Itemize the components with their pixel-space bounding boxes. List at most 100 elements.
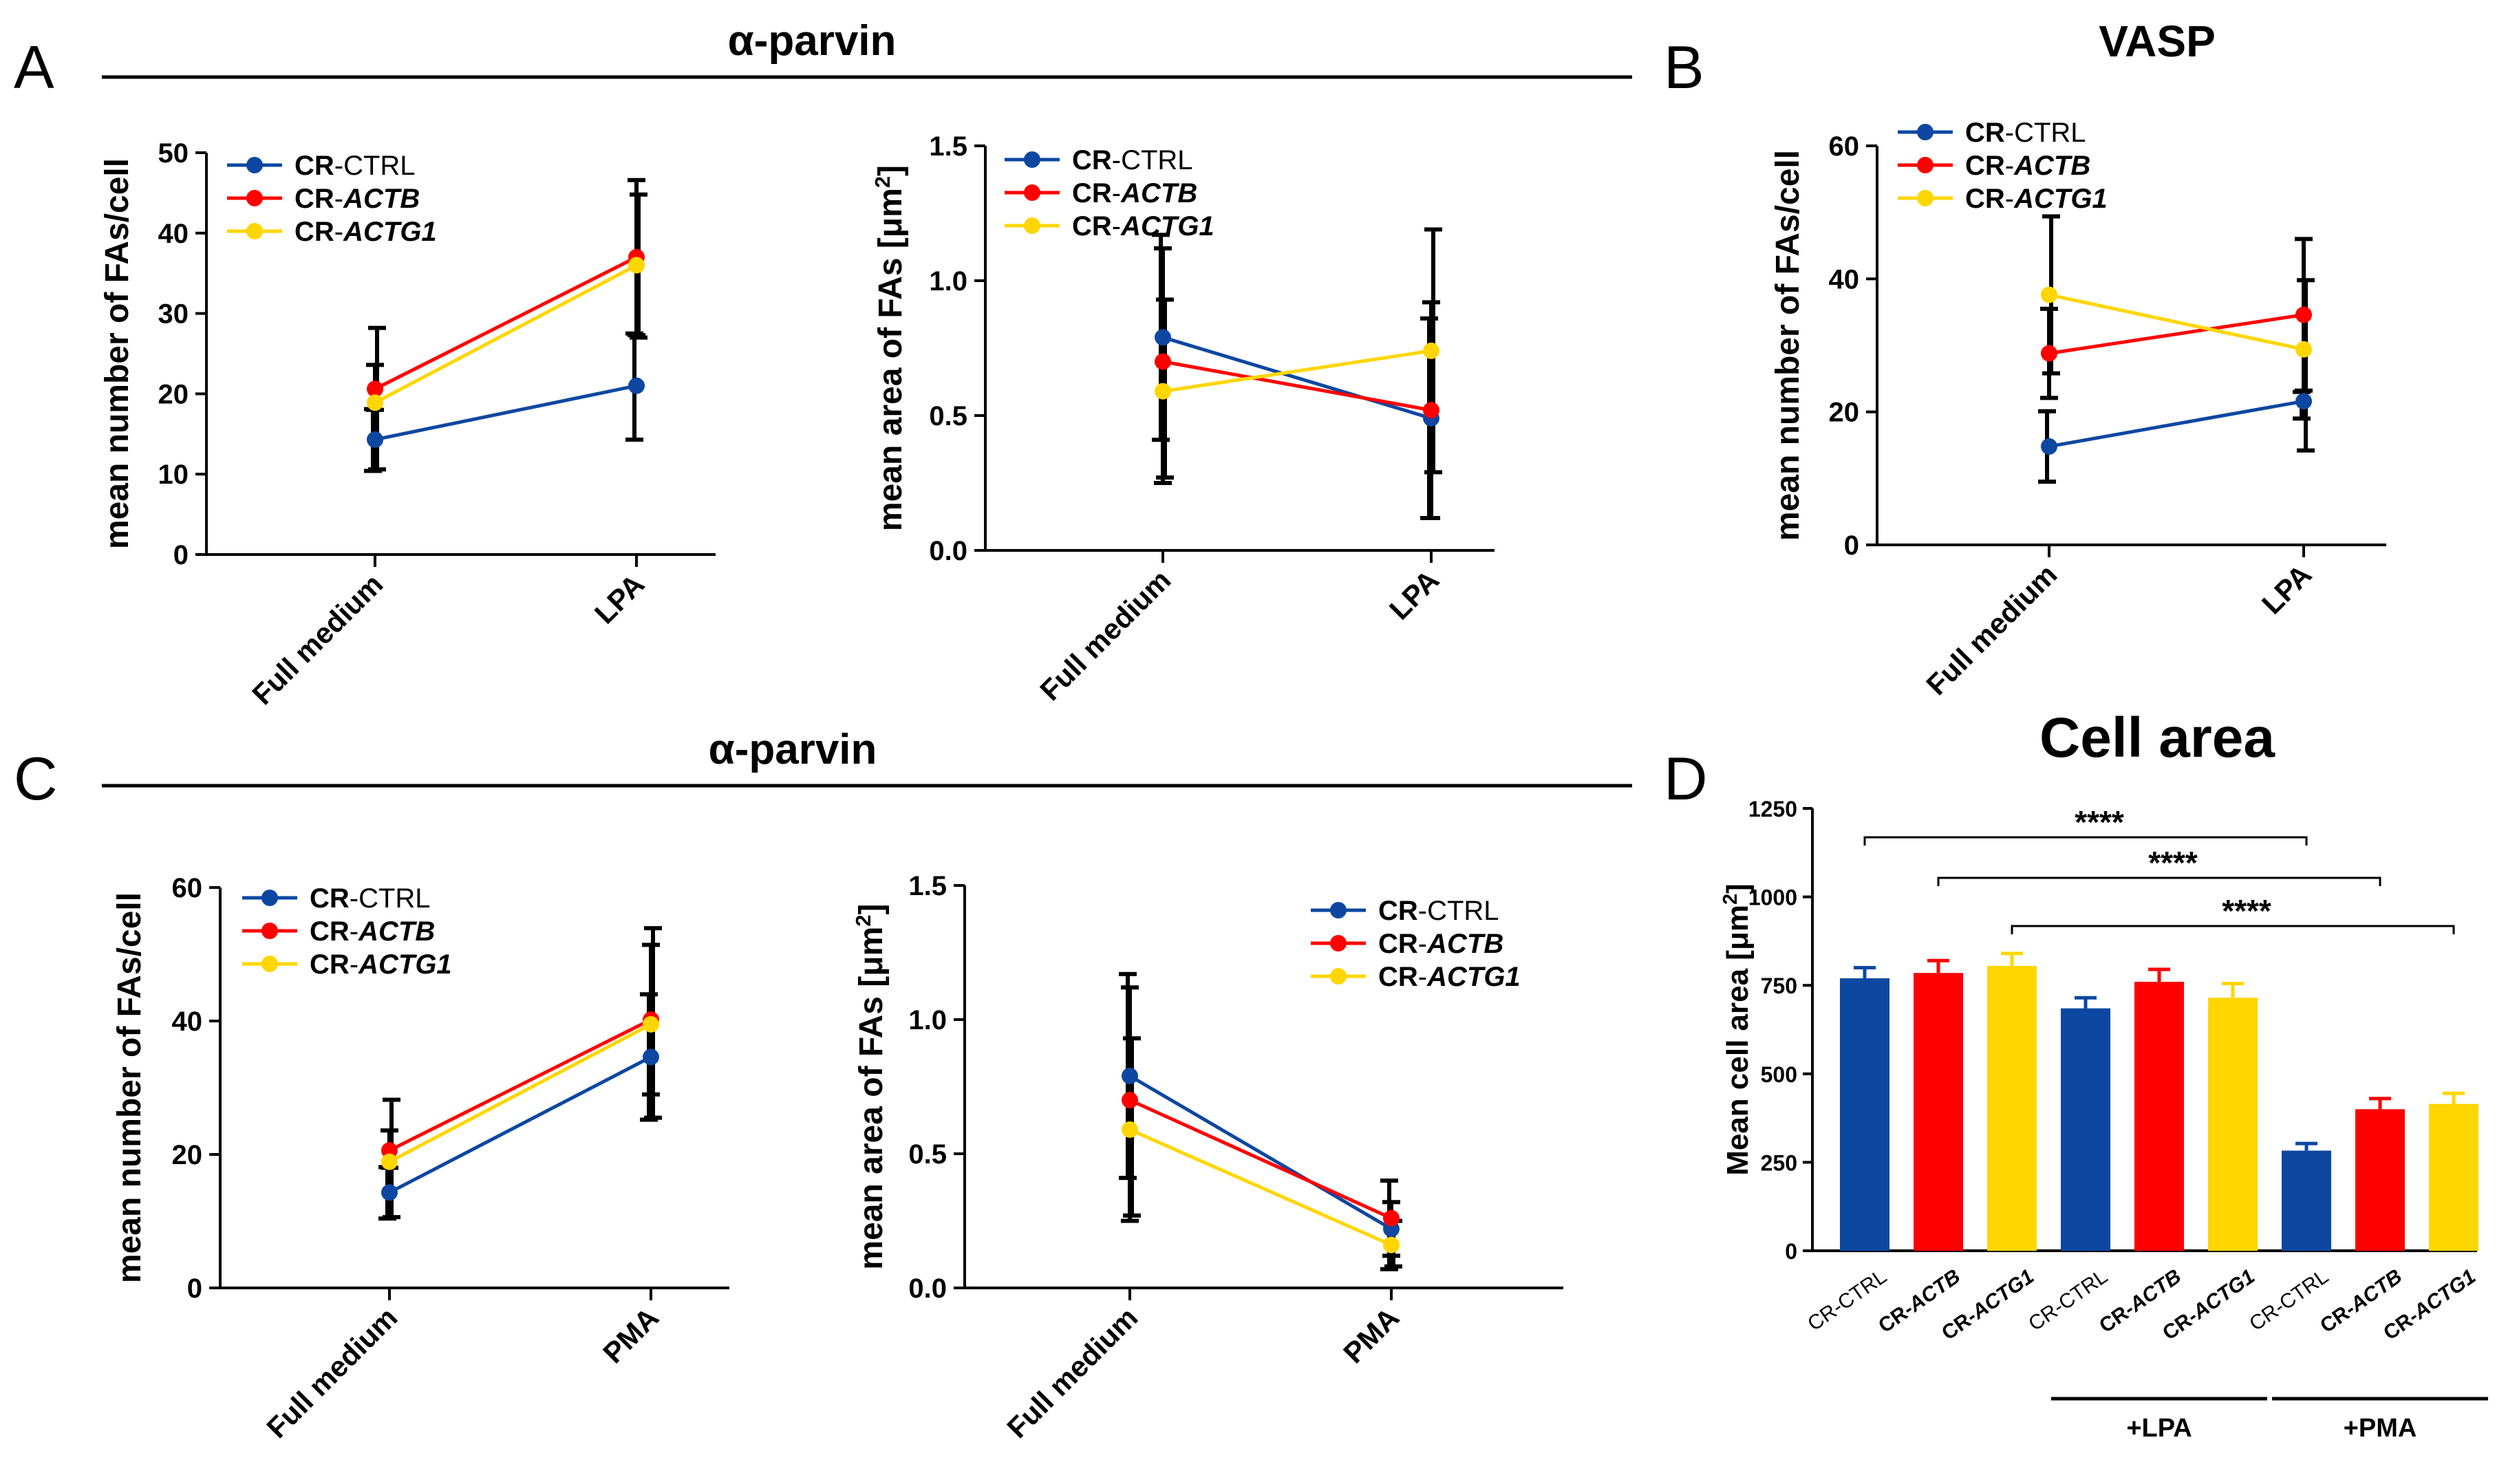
legend-label-prefix: CR <box>1378 896 1418 926</box>
y-tick-label: 60 <box>1829 131 1860 162</box>
legend-label-gene: ACTG1 <box>358 949 452 980</box>
legend-label-ctrl: CR-CTRL <box>1072 145 1193 175</box>
y-tick-label: 40 <box>172 1007 203 1037</box>
y-tick-label: 50 <box>158 138 189 169</box>
panel-letter-c: C <box>14 744 58 813</box>
legend-label-dash: -CTRL <box>350 883 431 914</box>
legend-label-prefix: CR <box>1965 118 2005 148</box>
legend-swatch-dot-actb <box>1024 184 1040 201</box>
legend-label-gene: ACTG1 <box>1426 962 1521 992</box>
y-tick-label: 0.5 <box>929 401 967 431</box>
legend-label-actb: CR-ACTB <box>1965 151 2090 181</box>
y-tick-label: 1.0 <box>929 266 967 297</box>
series-line-actb <box>1128 1098 1393 1220</box>
bar-category-gene: ACTB <box>2125 1265 2185 1317</box>
x-tick-label: PMA <box>1337 1301 1405 1369</box>
legend-label-dash: - <box>2005 184 2014 214</box>
legend-label-prefix: CR <box>294 151 334 181</box>
data-point-actg1 <box>2295 341 2312 358</box>
data-point-actg1 <box>1155 383 1171 400</box>
legend-label-actg1: CR-ACTG1 <box>1965 184 2108 214</box>
y-tick-label: 0.5 <box>908 1139 947 1170</box>
legend-swatch-dot-actg1 <box>1330 968 1347 985</box>
data-point-ctrl <box>2041 438 2057 455</box>
y-axis-label-end: ] <box>872 165 909 176</box>
bar-ctrl <box>1840 978 1889 1251</box>
x-tick-label: LPA <box>1383 563 1445 625</box>
legend-label-prefix: CR <box>294 184 334 214</box>
panel-title-c: α-parvin <box>709 726 877 773</box>
series-line-ctrl <box>1128 1074 1393 1231</box>
bar-category-label: CR-CTRL <box>2245 1265 2333 1336</box>
y-axis-label: mean number of FAs/cell <box>99 158 136 549</box>
series-line-actb <box>374 255 638 391</box>
y-tick-label: 0 <box>187 1273 202 1304</box>
data-point-actb <box>2295 306 2312 323</box>
legend-label-dash: - <box>1418 929 1427 959</box>
series-line-actb <box>388 1018 652 1152</box>
legend-label-prefix: CR <box>294 217 334 247</box>
y-tick-label: 60 <box>172 873 203 903</box>
legend-label-prefix: CR <box>1378 929 1418 959</box>
legend-swatch-dot-actb <box>1330 935 1347 951</box>
legend-label-actb: CR-ACTB <box>1072 178 1197 208</box>
series-line-actb <box>1162 360 1432 412</box>
bar-ctrl <box>2282 1150 2331 1251</box>
series-line-actb <box>2048 313 2304 356</box>
legend-label-prefix: CR <box>310 949 350 980</box>
series-line-actg1 <box>1128 1128 1393 1247</box>
legend-label-dash: - <box>350 916 358 947</box>
y-tick-label: 0.0 <box>908 1273 947 1304</box>
legend-swatch-dot-actb <box>246 190 263 206</box>
bar-ctrl <box>2061 1008 2110 1251</box>
legend-label-actb: CR-ACTB <box>310 916 435 947</box>
legend-label-prefix: CR <box>1072 145 1112 175</box>
legend-label-dash: - <box>2005 151 2014 181</box>
data-point-actg1 <box>643 1015 659 1033</box>
series-line-ctrl <box>374 384 637 442</box>
series-line-ctrl <box>2048 399 2304 449</box>
data-point-actb <box>1122 1092 1138 1108</box>
legend-label-dash: - <box>350 949 358 980</box>
y-tick-label: 1250 <box>1748 797 1797 821</box>
panel-letter-d: D <box>1664 744 1708 813</box>
legend-label-ctrl: CR-CTRL <box>1965 118 2086 148</box>
y-axis-label-part: Mean cell area [μm <box>1721 905 1755 1176</box>
legend-label-dash: - <box>1112 178 1121 208</box>
legend-label-gene: ACTG1 <box>2013 184 2108 214</box>
y-tick-label: 1.0 <box>908 1005 947 1035</box>
bar-actb <box>2134 982 2184 1251</box>
data-point-actb <box>1423 402 1439 419</box>
significance-bracket <box>1863 836 2308 846</box>
legend-swatch-dot-actb <box>1917 157 1934 173</box>
legend-label-actb: CR-ACTB <box>294 184 420 214</box>
legend-label-actg1: CR-ACTG1 <box>1072 211 1214 241</box>
bar-category-label: CR-CTRL <box>1803 1265 1891 1336</box>
legend-swatch-dot-ctrl <box>1024 151 1040 168</box>
y-tick-label: 0 <box>1785 1239 1797 1264</box>
y-tick-label: 20 <box>1829 398 1860 428</box>
legend-label-gene: ACTB <box>343 184 420 214</box>
legend-swatch-dot-ctrl <box>1330 902 1347 918</box>
y-tick-label: 1000 <box>1748 885 1797 910</box>
y-tick-label: 40 <box>158 219 189 249</box>
x-tick-label: Full medium <box>1920 558 2063 701</box>
series-line-ctrl <box>1162 335 1432 420</box>
legend-label-prefix: CR <box>310 883 350 914</box>
legend-label-ctrl: CR-CTRL <box>1378 896 1499 926</box>
y-axis-label: mean number of FAs/cell <box>1770 150 1806 541</box>
data-point-actg1 <box>1122 1121 1138 1138</box>
legend-label-gene: ACTG1 <box>343 217 437 247</box>
data-point-actg1 <box>1423 342 1439 359</box>
x-tick-label: PMA <box>597 1301 665 1369</box>
legend-label-actg1: CR-ACTG1 <box>1378 962 1521 992</box>
legend-label-ctrl: CR-CTRL <box>310 883 431 914</box>
y-axis-label-part: mean area of FAs [μm <box>853 927 890 1270</box>
panel-letter-a: A <box>14 33 54 101</box>
data-point-ctrl <box>643 1049 659 1066</box>
legend-swatch-dot-ctrl <box>1917 124 1934 140</box>
legend-swatch-dot-actg1 <box>1917 190 1934 206</box>
y-axis-label-sup: 2 <box>1720 894 1742 905</box>
bar-actg1 <box>2429 1104 2478 1251</box>
